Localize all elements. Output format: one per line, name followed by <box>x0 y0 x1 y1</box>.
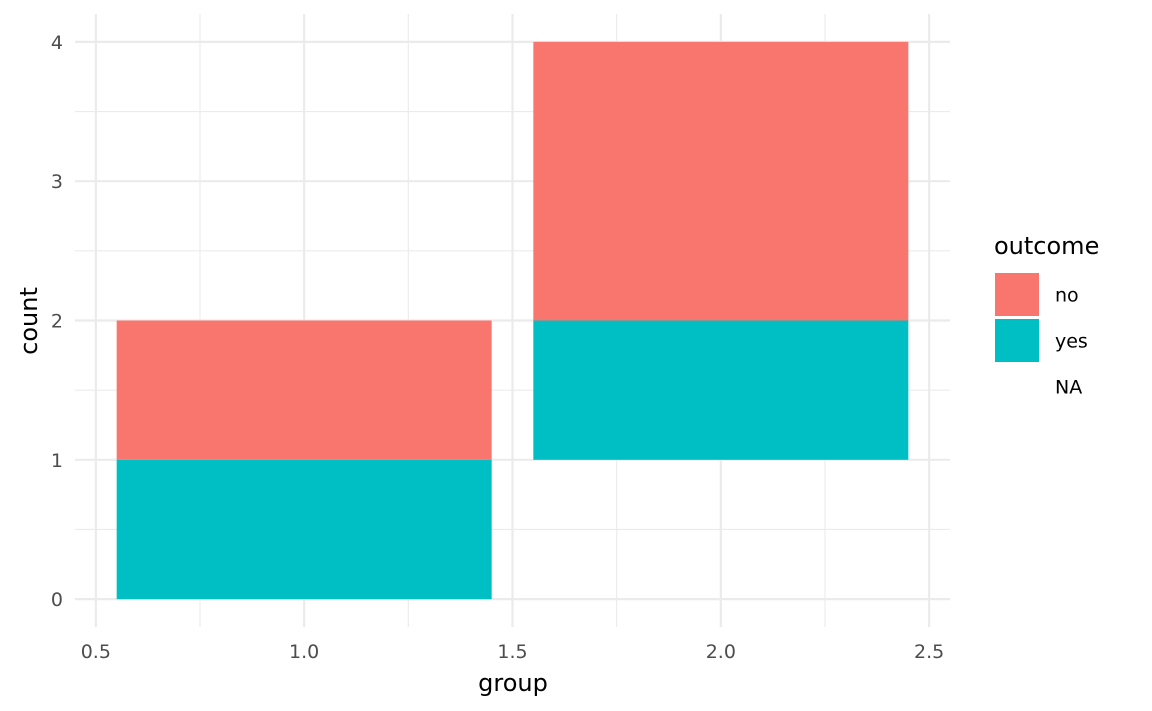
x-tick-label: 1.5 <box>497 641 527 663</box>
x-tick-label: 0.5 <box>81 641 111 663</box>
bar-yes <box>116 459 492 600</box>
legend-key-no <box>995 273 1039 316</box>
y-tick-label: 3 <box>51 171 63 193</box>
x-axis-title: group <box>478 669 548 697</box>
x-tick-label: 2.5 <box>914 641 944 663</box>
y-tick-label: 1 <box>51 450 63 472</box>
y-tick-label: 0 <box>51 589 63 611</box>
legend-label-yes: yes <box>1055 331 1088 353</box>
legend-title: outcome <box>994 232 1099 260</box>
x-tick-label: 1.0 <box>289 641 319 663</box>
legend-label-NA: NA <box>1055 377 1082 399</box>
bar-no <box>116 320 492 460</box>
y-tick-label: 2 <box>51 311 63 333</box>
bar-no <box>533 41 909 321</box>
bars <box>116 41 909 600</box>
y-axis-ticks: 0 1 2 3 4 <box>51 32 63 611</box>
x-axis-ticks: 0.5 1.0 1.5 2.0 2.5 <box>81 641 945 663</box>
legend-key-yes <box>995 319 1039 362</box>
bar-yes <box>533 320 909 460</box>
legend: outcome no yes NA <box>994 232 1099 399</box>
y-tick-label: 4 <box>51 32 63 54</box>
legend-entries: no yes NA <box>995 273 1088 399</box>
x-tick-label: 2.0 <box>706 641 736 663</box>
y-axis-title: count <box>15 287 43 355</box>
legend-label-no: no <box>1055 285 1079 307</box>
